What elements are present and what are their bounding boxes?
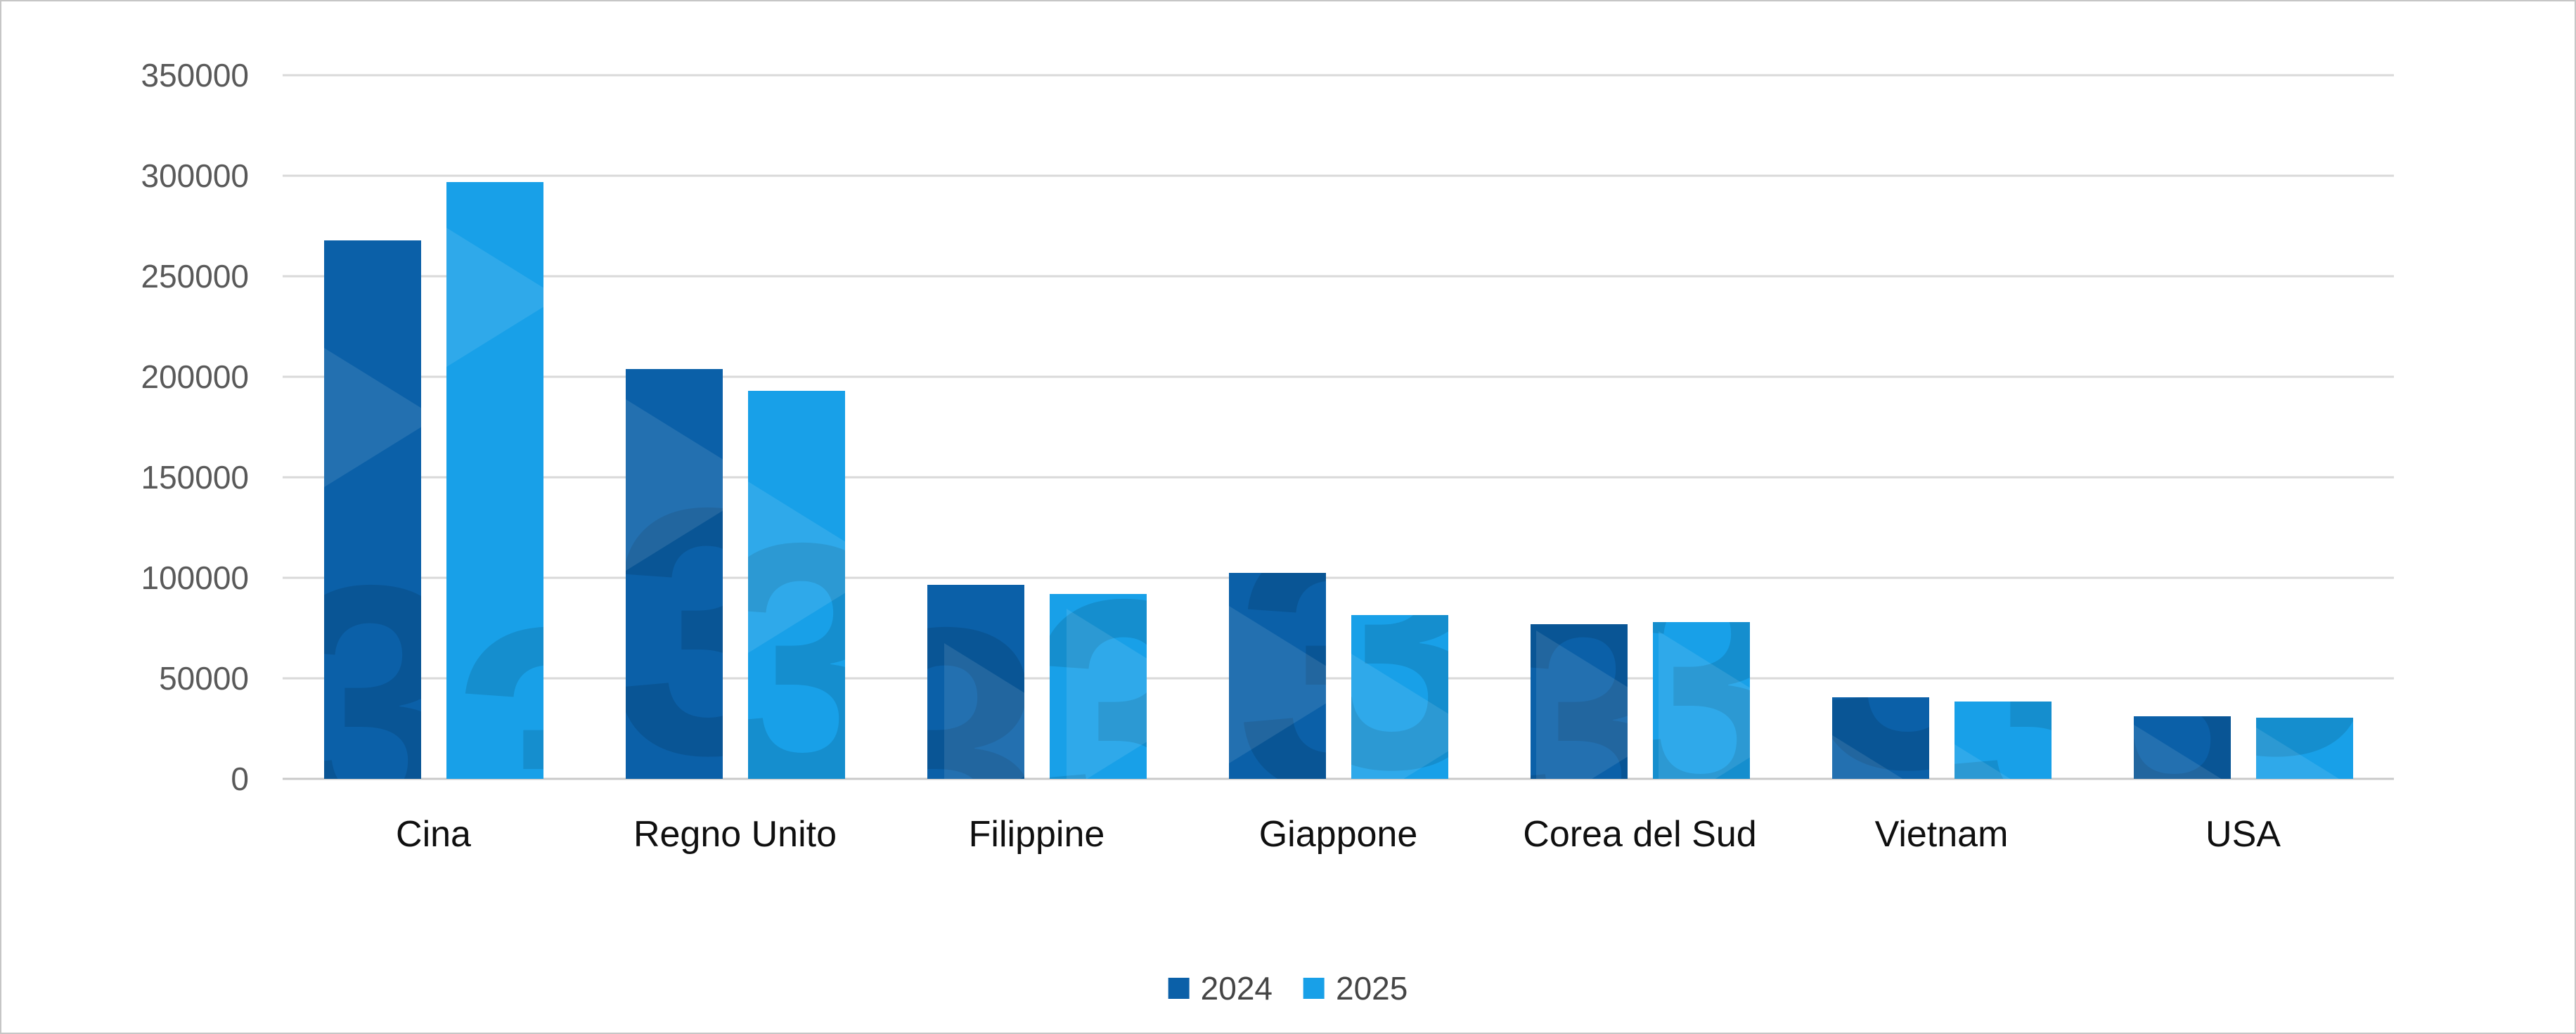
watermark-chevron bbox=[1066, 608, 1147, 779]
watermark-3-glyph: 3 bbox=[2134, 716, 2231, 779]
watermark-3-glyph: 3 bbox=[1832, 697, 1929, 779]
y-tick-label: 200000 bbox=[141, 358, 250, 395]
legend: 2024 2025 bbox=[1168, 969, 1408, 1008]
gridline bbox=[283, 174, 2394, 177]
watermark-3-glyph: 3 bbox=[2256, 718, 2353, 779]
watermark-chevron bbox=[625, 393, 723, 576]
y-tick-label: 0 bbox=[231, 761, 249, 797]
bar-corea-del-sud-2024[interactable]: 3 bbox=[1530, 623, 1628, 779]
category-label-giappone: Giappone bbox=[1258, 814, 1418, 855]
bar-regno-unito-2025[interactable]: 3 bbox=[747, 391, 845, 780]
category-label-corea-del-sud: Corea del Sud bbox=[1523, 814, 1757, 855]
watermark-3-glyph: 3 bbox=[748, 491, 845, 780]
watermark-3-glyph: 3 bbox=[453, 575, 543, 780]
bar-filippine-2024[interactable]: 3 bbox=[927, 585, 1024, 779]
watermark-3-glyph: 3 bbox=[1050, 594, 1147, 779]
watermark-3-glyph: 3 bbox=[1236, 573, 1326, 779]
watermark-chevron bbox=[323, 326, 421, 510]
bar-corea-del-sud-2025[interactable]: 3 bbox=[1652, 621, 1750, 779]
bar-regno-unito-2024[interactable]: 3 bbox=[625, 368, 723, 780]
gridline bbox=[283, 375, 2394, 378]
watermark-3-glyph: 3 bbox=[1351, 615, 1448, 779]
watermark-3-glyph: 3 bbox=[927, 585, 1024, 779]
watermark-chevron bbox=[1228, 593, 1326, 777]
gridline bbox=[283, 275, 2394, 278]
bar-vietnam-2025[interactable]: 3 bbox=[1954, 701, 2052, 779]
category-label-usa: USA bbox=[2205, 814, 2281, 855]
watermark-3-glyph: 3 bbox=[1954, 702, 2052, 779]
bar-vietnam-2024[interactable]: 3 bbox=[1831, 697, 1929, 779]
legend-item-2025[interactable]: 2025 bbox=[1303, 969, 1408, 1008]
bar-cina-2024[interactable]: 3 bbox=[323, 240, 421, 780]
y-tick-label: 350000 bbox=[141, 57, 250, 93]
y-tick-label: 150000 bbox=[141, 459, 250, 496]
category-label-filippine: Filippine bbox=[968, 814, 1105, 855]
watermark-chevron bbox=[1351, 641, 1448, 779]
watermark-3-glyph: 3 bbox=[324, 533, 421, 780]
watermark-chevron bbox=[1831, 715, 1929, 779]
y-tick-label: 250000 bbox=[141, 258, 250, 295]
gridline bbox=[283, 74, 2394, 77]
bar-giappone-2024[interactable]: 3 bbox=[1228, 572, 1326, 779]
watermark-chevron bbox=[1954, 724, 2052, 779]
watermark-3-glyph: 3 bbox=[1531, 624, 1628, 779]
bar-usa-2024[interactable]: 3 bbox=[2133, 716, 2231, 779]
watermark-chevron bbox=[2133, 721, 2231, 779]
legend-label: 2024 bbox=[1200, 970, 1273, 1007]
watermark-chevron bbox=[446, 205, 543, 389]
gridline bbox=[283, 476, 2394, 479]
category-label-vietnam: Vietnam bbox=[1874, 814, 2009, 855]
bar-usa-2025[interactable]: 3 bbox=[2255, 717, 2353, 779]
legend-item-2024[interactable]: 2024 bbox=[1168, 969, 1273, 1008]
gridline bbox=[283, 576, 2394, 579]
watermark-chevron bbox=[747, 476, 845, 659]
bar-giappone-2025[interactable]: 3 bbox=[1351, 614, 1448, 779]
category-label-cina: Cina bbox=[396, 814, 471, 855]
watermark-chevron bbox=[944, 642, 1024, 779]
y-tick-label: 100000 bbox=[141, 560, 250, 596]
watermark-chevron bbox=[2255, 723, 2353, 779]
y-tick-label: 50000 bbox=[159, 660, 249, 697]
watermark-chevron bbox=[1535, 630, 1628, 779]
bar-cina-2025[interactable]: 3 bbox=[446, 181, 543, 780]
legend-swatch-icon bbox=[1168, 978, 1190, 999]
legend-swatch-icon bbox=[1303, 978, 1325, 999]
legend-label: 2025 bbox=[1336, 970, 1408, 1007]
category-label-regno-unito: Regno Unito bbox=[633, 814, 837, 855]
gridline bbox=[283, 677, 2394, 680]
watermark-3-glyph: 3 bbox=[1653, 622, 1750, 779]
watermark-chevron bbox=[1658, 631, 1750, 779]
bar-filippine-2025[interactable]: 3 bbox=[1049, 593, 1147, 779]
y-tick-label: 300000 bbox=[141, 157, 250, 194]
watermark-3-glyph: 3 bbox=[626, 455, 723, 780]
plot-area: 33333333333333 bbox=[283, 74, 2394, 780]
x-axis-line bbox=[283, 777, 2394, 780]
